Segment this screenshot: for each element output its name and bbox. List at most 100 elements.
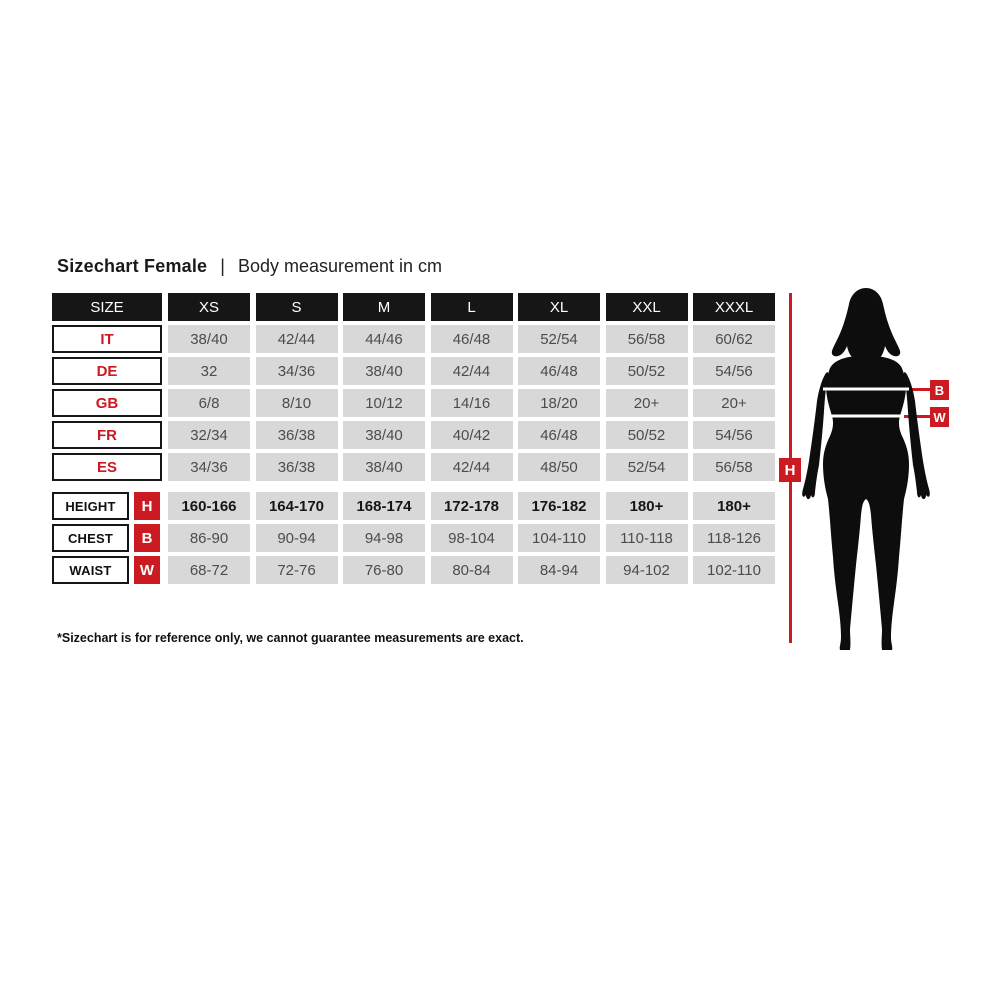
measure-value-cell: 110-118 bbox=[605, 524, 688, 552]
size-value-cell: 42/44 bbox=[430, 357, 513, 385]
measure-value-cell: 84-94 bbox=[518, 556, 600, 584]
size-value-cell: 60/62 bbox=[693, 325, 775, 353]
size-value-cell: 46/48 bbox=[430, 325, 513, 353]
page-title: Sizechart Female | Body measurement in c… bbox=[57, 256, 442, 277]
measure-value-cell: 104-110 bbox=[518, 524, 600, 552]
size-value-cell: 14/16 bbox=[430, 389, 513, 417]
size-value-cell: 32/34 bbox=[168, 421, 250, 449]
size-value-cell: 34/36 bbox=[255, 357, 338, 385]
region-label-es: ES bbox=[52, 453, 162, 481]
region-row-fr: FR 32/34 36/38 38/40 40/42 46/48 50/52 54/56 bbox=[52, 421, 775, 449]
measure-value-cell: 118-126 bbox=[693, 524, 775, 552]
header-cell-xs: XS bbox=[168, 293, 250, 321]
size-value-cell: 36/38 bbox=[255, 421, 338, 449]
measure-label-waist: WAIST bbox=[52, 556, 129, 584]
bust-marker-badge: B bbox=[930, 380, 949, 400]
measure-value-cell: 102-110 bbox=[693, 556, 775, 584]
size-value-cell: 38/40 bbox=[343, 453, 425, 481]
size-value-cell: 42/44 bbox=[255, 325, 338, 353]
waist-marker-badge: W bbox=[930, 407, 949, 427]
size-value-cell: 54/56 bbox=[693, 357, 775, 385]
measure-value-cell: 180+ bbox=[605, 492, 688, 520]
measure-value-cell: 80-84 bbox=[430, 556, 513, 584]
size-value-cell: 54/56 bbox=[693, 421, 775, 449]
table-header-row: SIZE XS S M L XL XXL XXXL bbox=[52, 293, 775, 321]
measure-value-cell: 172-178 bbox=[430, 492, 513, 520]
measure-value-cell: 90-94 bbox=[255, 524, 338, 552]
size-value-cell: 18/20 bbox=[518, 389, 600, 417]
measure-row-waist: WAIST W 68-72 72-76 76-80 80-84 84-94 94-102 102… bbox=[52, 556, 775, 584]
size-value-cell: 32 bbox=[168, 357, 250, 385]
size-table: SIZE XS S M L XL XXL XXXL IT 38/40 42/44 44/46 46/48… bbox=[52, 293, 775, 588]
title-subtitle: Body measurement in cm bbox=[237, 256, 443, 276]
measure-value-cell: 68-72 bbox=[168, 556, 250, 584]
region-row-es: ES 34/36 36/38 38/40 42/44 48/50 52/54 56/58 bbox=[52, 453, 775, 481]
header-cell-xxxl: XXXL bbox=[693, 293, 775, 321]
measure-badge-h: H bbox=[134, 492, 160, 520]
measure-value-cell: 76-80 bbox=[343, 556, 425, 584]
size-value-cell: 36/38 bbox=[255, 453, 338, 481]
size-value-cell: 50/52 bbox=[605, 357, 688, 385]
size-value-cell: 40/42 bbox=[430, 421, 513, 449]
measure-value-cell: 94-102 bbox=[605, 556, 688, 584]
measure-label-height: HEIGHT bbox=[52, 492, 129, 520]
measure-label-chest: CHEST bbox=[52, 524, 129, 552]
size-value-cell: 20+ bbox=[693, 389, 775, 417]
size-value-cell: 8/10 bbox=[255, 389, 338, 417]
size-value-cell: 10/12 bbox=[343, 389, 425, 417]
header-cell-l: L bbox=[430, 293, 513, 321]
region-label-fr: FR bbox=[52, 421, 162, 449]
measure-value-cell: 180+ bbox=[693, 492, 775, 520]
size-value-cell: 46/48 bbox=[518, 357, 600, 385]
measure-row-chest: CHEST B 86-90 90-94 94-98 98-104 104-110 110-11… bbox=[52, 524, 775, 552]
size-value-cell: 6/8 bbox=[168, 389, 250, 417]
region-row-it: IT 38/40 42/44 44/46 46/48 52/54 56/58 60/62 bbox=[52, 325, 775, 353]
size-value-cell: 38/40 bbox=[343, 421, 425, 449]
bust-connector-line bbox=[907, 388, 931, 391]
size-value-cell: 50/52 bbox=[605, 421, 688, 449]
size-value-cell: 38/40 bbox=[168, 325, 250, 353]
size-value-cell: 46/48 bbox=[518, 421, 600, 449]
measure-value-cell: 164-170 bbox=[255, 492, 338, 520]
header-cell-xxl: XXL bbox=[605, 293, 688, 321]
size-value-cell: 52/54 bbox=[605, 453, 688, 481]
silhouette-right-arm bbox=[903, 372, 930, 500]
header-cell-xl: XL bbox=[518, 293, 600, 321]
size-value-cell: 38/40 bbox=[343, 357, 425, 385]
height-marker-badge: H bbox=[779, 458, 801, 482]
size-value-cell: 34/36 bbox=[168, 453, 250, 481]
footnote-text: *Sizechart is for reference only, we can… bbox=[57, 631, 524, 645]
region-row-gb: GB 6/8 8/10 10/12 14/16 18/20 20+ 20+ bbox=[52, 389, 775, 417]
measure-value-cell: 94-98 bbox=[343, 524, 425, 552]
measure-badge-b: B bbox=[134, 524, 160, 552]
waist-connector-line bbox=[904, 415, 931, 418]
size-value-cell: 42/44 bbox=[430, 453, 513, 481]
silhouette-body bbox=[823, 355, 909, 650]
region-label-it: IT bbox=[52, 325, 162, 353]
measure-value-cell: 72-76 bbox=[255, 556, 338, 584]
measure-value-cell: 160-166 bbox=[168, 492, 250, 520]
measure-value-cell: 176-182 bbox=[518, 492, 600, 520]
silhouette-head bbox=[831, 288, 901, 359]
header-cell-size: SIZE bbox=[52, 293, 162, 321]
measure-row-height: HEIGHT H 160-166 164-170 168-174 172-178 176-1… bbox=[52, 492, 775, 520]
header-cell-m: M bbox=[343, 293, 425, 321]
title-separator: | bbox=[220, 256, 225, 276]
size-value-cell: 48/50 bbox=[518, 453, 600, 481]
size-value-cell: 44/46 bbox=[343, 325, 425, 353]
region-row-de: DE 32 34/36 38/40 42/44 46/48 50/52 54/56 bbox=[52, 357, 775, 385]
size-value-cell: 20+ bbox=[605, 389, 688, 417]
measure-value-cell: 98-104 bbox=[430, 524, 513, 552]
silhouette-left-arm bbox=[802, 372, 829, 500]
measure-value-cell: 168-174 bbox=[343, 492, 425, 520]
region-label-gb: GB bbox=[52, 389, 162, 417]
title-main: Sizechart Female bbox=[57, 256, 208, 276]
region-label-de: DE bbox=[52, 357, 162, 385]
measure-badge-w: W bbox=[134, 556, 160, 584]
size-value-cell: 56/58 bbox=[605, 325, 688, 353]
size-value-cell: 52/54 bbox=[518, 325, 600, 353]
size-value-cell: 56/58 bbox=[693, 453, 775, 481]
measure-value-cell: 86-90 bbox=[168, 524, 250, 552]
female-silhouette-image bbox=[802, 288, 930, 650]
